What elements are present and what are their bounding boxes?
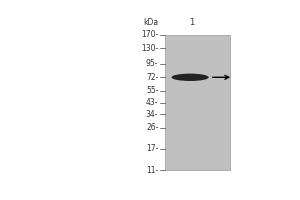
Text: 130-: 130- <box>141 44 158 53</box>
Text: 43-: 43- <box>146 98 158 107</box>
Text: 17-: 17- <box>146 144 158 153</box>
Text: 1: 1 <box>189 18 194 27</box>
Text: 11-: 11- <box>146 166 158 175</box>
Text: 55-: 55- <box>146 86 158 95</box>
Text: 72-: 72- <box>146 73 158 82</box>
Text: 170-: 170- <box>141 30 158 39</box>
Text: 26-: 26- <box>146 123 158 132</box>
Text: kDa: kDa <box>143 18 158 27</box>
Text: 34-: 34- <box>146 110 158 119</box>
Text: 95-: 95- <box>146 59 158 68</box>
Ellipse shape <box>172 74 209 81</box>
